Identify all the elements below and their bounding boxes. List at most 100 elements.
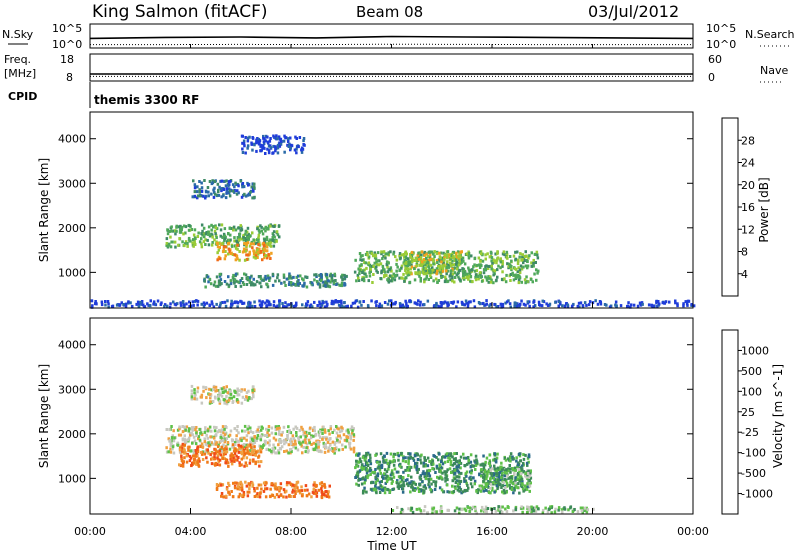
heat-cell bbox=[182, 232, 185, 236]
heat-cell bbox=[459, 250, 463, 254]
heat-cell bbox=[357, 478, 360, 482]
heat-cell bbox=[233, 278, 237, 282]
heat-cell bbox=[356, 470, 359, 474]
heat-cell bbox=[423, 253, 426, 257]
heat-cell bbox=[509, 456, 512, 460]
heat-cell bbox=[501, 484, 505, 488]
heat-cell bbox=[322, 445, 326, 449]
heat-cell bbox=[384, 460, 387, 464]
heat-cell bbox=[384, 487, 387, 491]
heat-cell bbox=[388, 299, 391, 303]
heat-cell bbox=[399, 256, 402, 260]
heat-cell bbox=[397, 470, 400, 474]
heat-cell bbox=[239, 179, 243, 183]
heat-cell bbox=[273, 446, 277, 450]
heat-cell bbox=[422, 470, 425, 474]
heat-cell bbox=[192, 238, 195, 242]
heat-cell bbox=[523, 488, 527, 492]
heat-cell bbox=[236, 393, 239, 397]
heat-cell bbox=[452, 263, 455, 267]
heat-cell bbox=[446, 256, 449, 260]
heat-cell bbox=[576, 510, 580, 514]
heat-cell bbox=[231, 253, 235, 256]
heat-cell bbox=[190, 384, 194, 388]
heat-cell bbox=[360, 263, 363, 267]
heat-cell bbox=[513, 481, 517, 485]
heat-cell bbox=[234, 481, 237, 485]
heat-cell bbox=[506, 474, 509, 478]
heat-cell bbox=[509, 265, 512, 269]
heat-cell bbox=[231, 302, 234, 306]
heat-cell bbox=[268, 443, 271, 447]
heat-cell bbox=[355, 279, 358, 283]
heat-cell bbox=[179, 301, 182, 305]
heat-cell bbox=[243, 398, 247, 401]
heat-cell bbox=[437, 467, 441, 471]
heat-cell bbox=[508, 464, 511, 467]
heat-cell bbox=[530, 251, 533, 255]
heat-cell bbox=[467, 461, 471, 465]
heat-cell bbox=[337, 427, 340, 431]
heat-cell bbox=[165, 450, 169, 454]
heat-cell bbox=[365, 266, 368, 270]
heat-cell bbox=[430, 490, 433, 494]
heat-cell bbox=[243, 388, 246, 392]
heat-cell bbox=[118, 303, 122, 307]
heat-cell bbox=[496, 452, 499, 456]
heat-cell bbox=[208, 180, 212, 183]
heat-cell bbox=[477, 256, 481, 260]
heat-cell bbox=[242, 238, 246, 242]
heat-cell bbox=[421, 488, 424, 492]
heat-cell bbox=[225, 400, 228, 404]
heat-cell bbox=[312, 434, 315, 438]
heat-cell bbox=[458, 511, 461, 515]
heat-cell bbox=[457, 486, 461, 489]
heat-cell bbox=[431, 507, 434, 511]
heat-cell bbox=[489, 250, 493, 254]
heat-cell bbox=[258, 303, 262, 307]
heat-cell bbox=[423, 258, 426, 261]
heat-cell bbox=[213, 457, 217, 461]
heat-cell bbox=[417, 299, 420, 303]
heat-cell bbox=[501, 471, 504, 475]
heat-cell bbox=[615, 304, 618, 308]
heat-cell bbox=[528, 472, 532, 476]
heat-cell bbox=[415, 258, 418, 262]
heat-cell bbox=[263, 256, 266, 260]
heat-cell bbox=[511, 467, 514, 470]
heat-cell bbox=[206, 448, 209, 452]
heat-cell bbox=[212, 188, 215, 192]
heat-cell bbox=[172, 439, 176, 443]
heat-cell bbox=[316, 448, 319, 452]
heat-cell bbox=[495, 258, 499, 262]
heat-cell bbox=[325, 304, 329, 308]
heat-cell bbox=[251, 196, 254, 200]
heat-cell bbox=[391, 302, 395, 306]
heat-cell bbox=[179, 450, 182, 454]
heat-cell bbox=[274, 279, 277, 283]
heat-cell bbox=[182, 224, 186, 228]
heat-cell bbox=[285, 489, 288, 493]
heat-cell bbox=[176, 302, 179, 306]
heat-cell bbox=[463, 273, 466, 277]
heat-cell bbox=[323, 482, 326, 486]
heat-cell bbox=[187, 436, 191, 440]
x-tick-label: 00:00 bbox=[74, 525, 106, 538]
heat-cell bbox=[242, 283, 246, 286]
heat-cell bbox=[446, 508, 449, 512]
freq-right-label: Nave bbox=[760, 64, 788, 77]
heat-cell bbox=[333, 428, 336, 432]
heat-cell bbox=[253, 142, 256, 146]
heat-cell bbox=[272, 300, 276, 304]
heat-cell bbox=[251, 246, 254, 250]
heat-cell bbox=[423, 475, 426, 479]
heat-cell bbox=[383, 472, 386, 476]
heat-cell bbox=[583, 301, 587, 305]
heat-cell bbox=[295, 489, 299, 493]
heat-cell bbox=[527, 256, 530, 260]
heat-cell bbox=[210, 388, 213, 392]
heat-cell bbox=[567, 508, 570, 512]
heat-cell bbox=[524, 453, 527, 457]
freq-right-tick-top: 60 bbox=[708, 53, 722, 66]
